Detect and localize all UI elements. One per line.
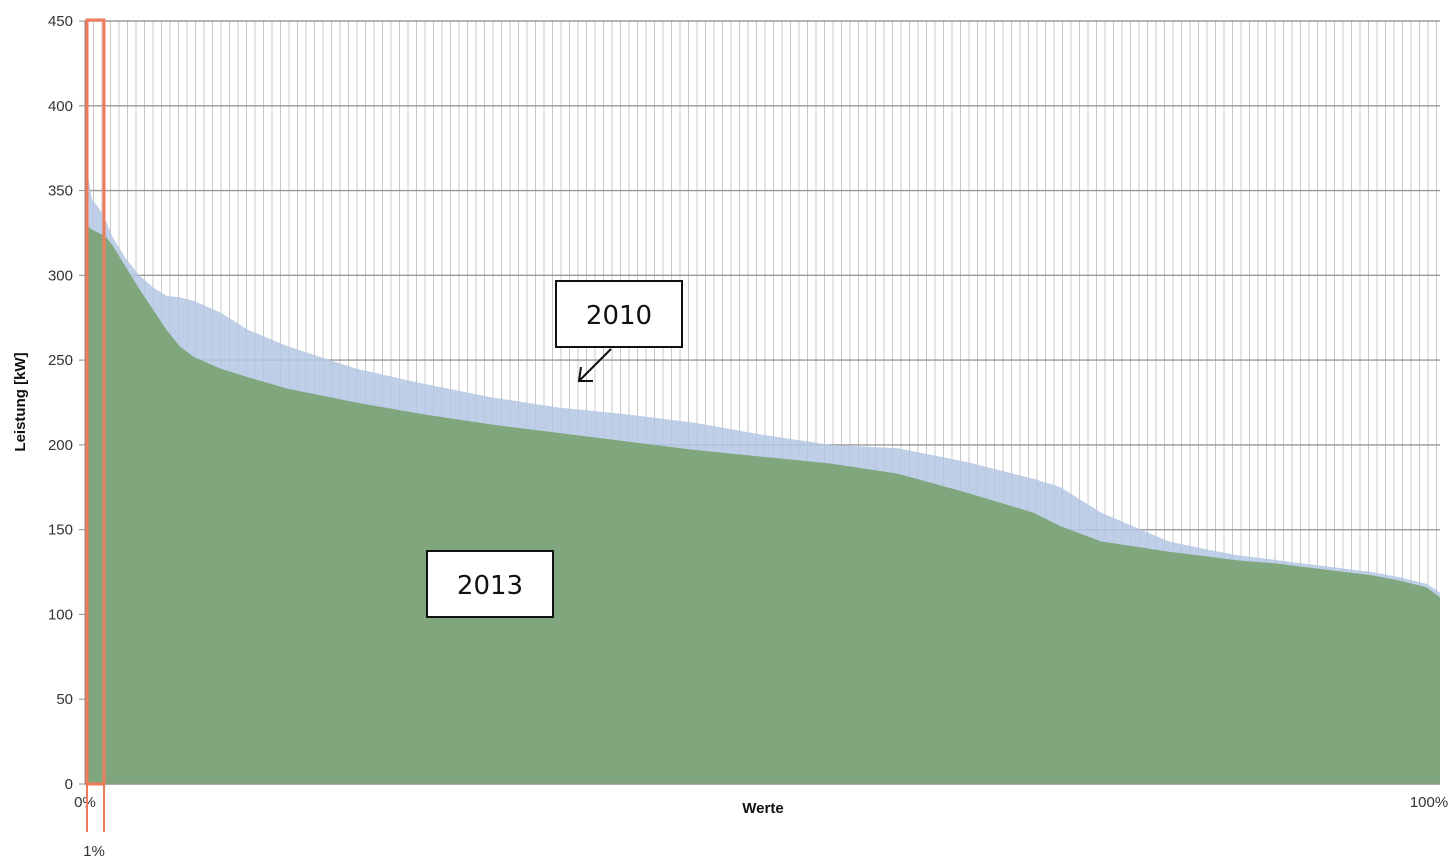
y-tick-label-50: 50 (56, 691, 73, 708)
y-tick-label-400: 400 (48, 98, 73, 115)
annotation-2010-arrowhead (577, 366, 593, 382)
y-tick-label-450: 450 (48, 13, 73, 30)
y-tick-label-200: 200 (48, 437, 73, 454)
series-area-2013 (85, 221, 1440, 785)
annotation-2010-box (555, 280, 683, 348)
highlight-rect (85, 18, 106, 786)
y-tick-label-300: 300 (48, 267, 73, 284)
x-axis-title: Werte (742, 800, 783, 817)
y-tick-label-250: 250 (48, 352, 73, 369)
annotation-2013-text: 2013 (457, 571, 523, 601)
x-tick-label-end: 100% (1410, 794, 1448, 811)
y-tick-label-100: 100 (48, 606, 73, 623)
x-tick-label-start: 0% (74, 794, 96, 811)
y-tick-label-150: 150 (48, 522, 73, 539)
annotation-2010-arrow (579, 348, 612, 381)
y-axis-ticks: 0 50 100 150 200 250 300 350 400 450 (48, 13, 85, 793)
annotation-2010-text: 2010 (586, 301, 652, 331)
y-tick-label-0: 0 (65, 776, 73, 793)
y-axis-title: Leistung [kW] (12, 352, 29, 451)
highlight-label: 1% (83, 843, 105, 860)
highlight-1-percent: 1% (83, 18, 106, 860)
annotation-2013-box (426, 550, 554, 618)
annotation-2013: 2013 (426, 550, 554, 618)
series-layer (85, 139, 1440, 785)
y-tick-label-350: 350 (48, 183, 73, 200)
annotation-2010: 2010 (555, 280, 683, 382)
